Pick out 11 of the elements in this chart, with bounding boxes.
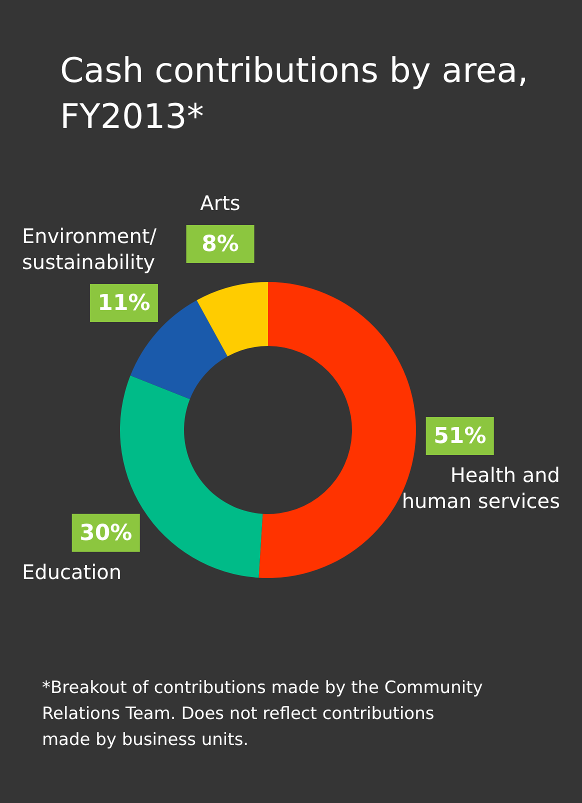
slice-label: Arts xyxy=(200,191,240,216)
data-label: 30% xyxy=(80,520,132,546)
data-label: 51% xyxy=(434,424,486,450)
slice-label: Health and human services xyxy=(402,463,560,514)
chart-title: Cash contributions by area, FY2013* xyxy=(60,51,528,137)
data-label: 11% xyxy=(98,291,150,316)
slice-label: Education xyxy=(22,560,122,584)
slice-label: Environment/sustainability xyxy=(22,224,157,274)
text: *Breakout of contributions made by the Community Relations Team. Does not reflect contributions made by business units. xyxy=(42,678,483,750)
donut-slice xyxy=(196,282,268,356)
data-label: 8% xyxy=(202,232,239,258)
